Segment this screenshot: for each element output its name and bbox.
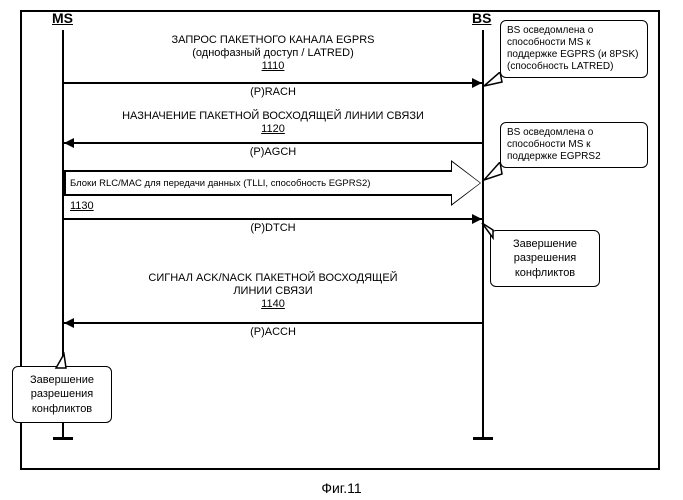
ms-label: MS bbox=[52, 10, 73, 26]
bs-label: BS bbox=[472, 10, 491, 26]
callout-4: Завершение разрешения конфликтов bbox=[12, 366, 112, 423]
msg1-arrow bbox=[64, 82, 482, 84]
msg4-channel: (P)ACCH bbox=[64, 326, 482, 338]
sequence-diagram: MS BS ЗАПРОС ПАКЕТНОГО КАНАЛА EGPRS (одн… bbox=[20, 10, 660, 470]
msg3-channel: (P)DTCH bbox=[64, 222, 482, 234]
msg2-channel: (P)AGCH bbox=[64, 146, 482, 158]
callout-4-tail bbox=[52, 352, 72, 370]
msg4-arrow bbox=[64, 322, 482, 324]
callout-1-tail bbox=[480, 72, 504, 92]
ms-end bbox=[53, 437, 73, 440]
callout-3-tail bbox=[481, 222, 497, 240]
msg1-channel: (P)RACH bbox=[64, 86, 482, 98]
msg3-block-arrow: Блоки RLC/MAC для передачи данных (TLLI,… bbox=[64, 170, 482, 196]
bs-end bbox=[473, 437, 493, 440]
msg3-arrow bbox=[64, 218, 482, 220]
callout-2-tail bbox=[480, 162, 504, 186]
callout-2: BS осведомлена о способности MS к поддер… bbox=[500, 122, 648, 168]
msg2-arrow bbox=[64, 142, 482, 144]
figure-label: Фиг.11 bbox=[0, 480, 683, 496]
msg1-text: ЗАПРОС ПАКЕТНОГО КАНАЛА EGPRS (однофазны… bbox=[64, 34, 482, 72]
callout-3: Завершение разрешения конфликтов bbox=[490, 230, 600, 287]
msg4-text: СИГНАЛ ACK/NACK ПАКЕТНОЙ ВОСХОДЯЩЕЙ ЛИНИ… bbox=[64, 272, 482, 310]
msg2-text: НАЗНАЧЕНИЕ ПАКЕТНОЙ ВОСХОДЯЩЕЙ ЛИНИИ СВЯ… bbox=[64, 110, 482, 135]
callout-1: BS осведомлена о способности MS к поддер… bbox=[500, 20, 648, 78]
msg3-num: 1130 bbox=[64, 200, 482, 212]
